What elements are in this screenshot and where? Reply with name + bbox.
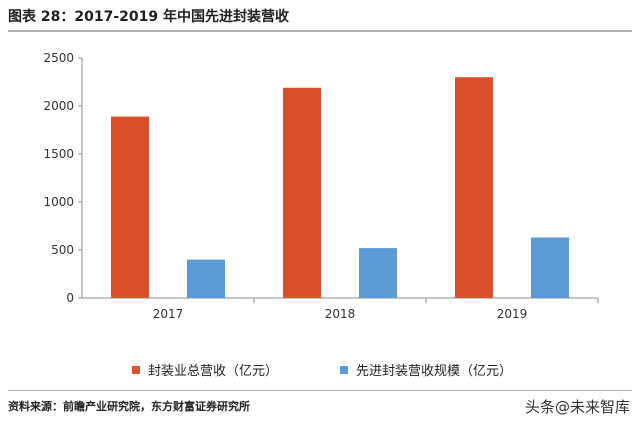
x-tick-label: 2018 [325,307,356,321]
legend-item-total-revenue: 封装业总营收（亿元） [132,360,278,379]
legend-label-advanced-packaging: 先进封装营收规模（亿元） [356,364,513,379]
bar-total-revenue-2018 [283,87,321,298]
title-divider [8,30,632,32]
y-tick-label: 500 [51,243,74,257]
y-tick-label: 1500 [43,147,74,161]
x-tick-label: 2017 [153,307,184,321]
bar-total-revenue-2019 [455,77,493,298]
y-tick-label: 2000 [43,99,74,113]
y-tick-label: 1000 [43,195,74,209]
bar-advanced-packaging-2017 [187,259,225,298]
y-tick-label: 0 [66,291,74,305]
legend-label-total-revenue: 封装业总营收（亿元） [148,364,279,379]
x-tick-label: 2019 [497,307,528,321]
bar-advanced-packaging-2019 [531,237,569,298]
legend-swatch-advanced-packaging [340,365,349,374]
y-tick-label: 2500 [43,51,74,65]
watermark: 头条@未来智库 [524,398,630,416]
source-note: 资料来源：前瞻产业研究院，东方财富证券研究所 [8,400,250,413]
legend-swatch-total-revenue [132,365,140,374]
legend-item-advanced-packaging: 先进封装营收规模（亿元） [340,360,512,379]
bar-advanced-packaging-2018 [359,248,397,298]
bar-total-revenue-2017 [111,116,149,298]
footer-divider [8,390,632,391]
chart-title: 图表 28：2017-2019 年中国先进封装营收 [8,9,289,25]
chart-legend: 封装业总营收（亿元） 先进封装营收规模（亿元） [132,360,574,379]
